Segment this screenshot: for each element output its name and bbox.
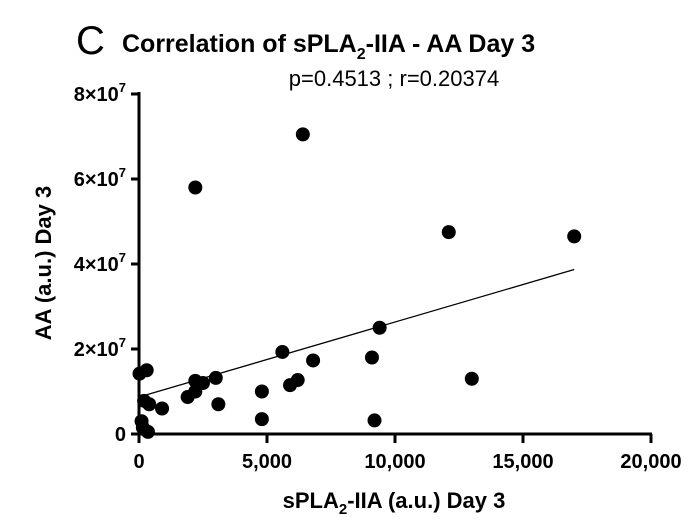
y-tick-label: 2×107 (74, 335, 126, 361)
y-tick-exponent: 7 (119, 250, 126, 265)
y-tick-exponent: 7 (119, 165, 126, 180)
y-tick-base: 4×10 (74, 254, 119, 276)
data-point (367, 413, 382, 428)
data-point (290, 373, 305, 388)
xlabel-part-1: sPLA (283, 488, 339, 513)
data-point (208, 370, 223, 385)
y-tick-label: 0 (115, 424, 126, 446)
chart-subtitle: p=0.4513 ; r=0.20374 (289, 66, 499, 91)
y-tick-base: 8×10 (74, 84, 119, 106)
data-point (567, 229, 582, 244)
y-tick-exponent: 7 (119, 80, 126, 95)
y-tick-base: 6×10 (74, 169, 119, 191)
y-tick-label: 4×107 (74, 250, 126, 276)
y-axis-label: AA (a.u.) Day 3 (31, 186, 56, 340)
xlabel-part-2: -IIA (a.u.) Day 3 (347, 488, 505, 513)
x-axis-label: sPLA2-IIA (a.u.) Day 3 (283, 488, 506, 518)
xlabel-subscript: 2 (339, 501, 347, 518)
data-points (132, 127, 582, 439)
data-point (464, 371, 479, 386)
data-point (155, 401, 170, 416)
y-tick-base: 0 (115, 424, 126, 446)
x-tick-label: 15,000 (492, 451, 553, 473)
data-point (306, 353, 321, 368)
data-point (364, 350, 379, 365)
y-tick-label: 8×107 (74, 80, 126, 106)
data-point (372, 320, 387, 335)
x-tick-label: 20,000 (620, 451, 681, 473)
x-tick-label: 10,000 (364, 451, 425, 473)
data-point (188, 180, 203, 195)
data-point (254, 412, 269, 427)
title-subscript: 2 (357, 46, 366, 63)
data-point (142, 397, 157, 412)
data-point (139, 363, 154, 378)
x-tick-label: 5,000 (242, 451, 292, 473)
data-point (254, 384, 269, 399)
title-part-1: Correlation of sPLA (122, 30, 357, 58)
data-point (211, 397, 226, 412)
data-point (275, 344, 290, 359)
panel-letter: C (76, 19, 105, 63)
data-point (441, 225, 456, 240)
data-point (295, 127, 310, 142)
chart-title: Correlation of sPLA2-IIA - AA Day 3 (122, 30, 535, 63)
data-point (196, 376, 210, 390)
y-tick-base: 2×10 (74, 339, 119, 361)
x-tick-label: 0 (133, 451, 144, 473)
data-point (140, 424, 155, 439)
y-tick-exponent: 7 (119, 335, 126, 350)
y-tick-label: 6×107 (74, 165, 126, 191)
title-part-2: -IIA - AA Day 3 (366, 30, 535, 58)
x-ticks: 0 5,000 10,000 15,000 20,000 (133, 434, 682, 473)
